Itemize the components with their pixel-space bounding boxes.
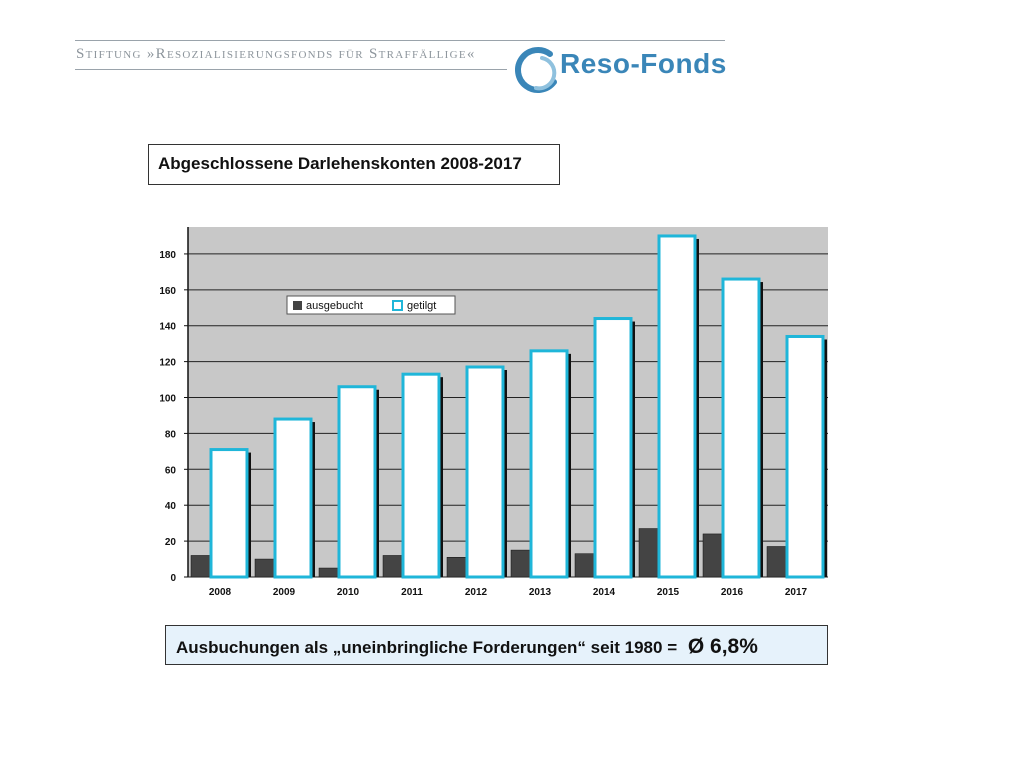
x-tick-label: 2014 <box>593 587 616 598</box>
bar-chart: 0 20 40 60 80 100 120 140 160 180 2008 2009 2010 2011… <box>159 227 828 598</box>
bar-getilgt-2011 <box>401 372 441 579</box>
writeoff-summary-box: Ausbuchungen als „uneinbringliche Forder… <box>165 625 828 665</box>
bar-ausgebucht-2010 <box>318 567 339 578</box>
x-tick-label: 2008 <box>209 587 232 598</box>
y-tick-label: 60 <box>165 465 177 476</box>
writeoff-average: Ø 6,8% <box>687 635 758 658</box>
bar-ausgebucht-2014 <box>574 553 595 578</box>
logo-wordmark: Reso-Fonds <box>560 48 727 79</box>
legend-swatch-getilgt <box>392 300 403 311</box>
y-tick-label: 100 <box>159 394 176 405</box>
y-tick-label: 140 <box>159 322 176 333</box>
x-tick-label: 2013 <box>529 587 552 598</box>
y-tick-label: 180 <box>159 250 176 261</box>
x-tick-label: 2012 <box>465 587 488 598</box>
legend-box <box>286 295 456 315</box>
bar-ausgebucht-2009 <box>254 558 275 578</box>
bar-getilgt-2010 <box>337 385 377 579</box>
y-tick-label: 160 <box>159 286 176 297</box>
x-tick-label: 2009 <box>273 587 296 598</box>
bar-ausgebucht-2011 <box>382 555 403 578</box>
foundation-name: Stiftung »Resozialisierungsfonds für Str… <box>76 46 476 62</box>
x-tick-label: 2011 <box>401 587 423 598</box>
header-rule-lower <box>75 69 507 70</box>
writeoff-summary-text: Ausbuchungen als „uneinbringliche Forder… <box>176 638 682 657</box>
y-tick-label: 120 <box>159 358 176 369</box>
bar-getilgt-2016 <box>721 277 761 579</box>
bar-getilgt-2014 <box>593 317 633 579</box>
bar-ausgebucht-2013 <box>510 549 531 578</box>
bar-ausgebucht-2017 <box>766 546 787 578</box>
bar-getilgt-2015 <box>657 234 697 579</box>
legend-swatch-ausgebucht <box>293 301 302 310</box>
bar-getilgt-2009 <box>273 417 313 579</box>
chart-title: Abgeschlossene Darlehenskonten 2008-2017 <box>158 154 522 173</box>
x-tick-label: 2010 <box>337 587 360 598</box>
header-rule <box>75 40 725 41</box>
legend-label-ausgebucht: ausgebucht <box>306 300 363 312</box>
bar-getilgt-2017 <box>785 334 825 579</box>
bar-ausgebucht-2016 <box>702 533 723 578</box>
bar-getilgt-2008 <box>209 448 249 579</box>
bar-ausgebucht-2008 <box>190 555 211 578</box>
x-tick-label: 2015 <box>657 587 680 598</box>
reso-fonds-logo <box>515 47 557 93</box>
y-tick-label: 40 <box>165 501 177 512</box>
x-tick-label: 2016 <box>721 587 744 598</box>
x-tick-label: 2017 <box>785 587 808 598</box>
bar-ausgebucht-2012 <box>446 557 467 578</box>
bar-getilgt-2013 <box>529 349 569 579</box>
y-tick-label: 0 <box>170 573 176 584</box>
bar-getilgt-2012 <box>465 365 505 579</box>
y-tick-label: 80 <box>165 429 177 440</box>
bar-ausgebucht-2015 <box>638 528 659 578</box>
legend-label-getilgt: getilgt <box>407 300 436 312</box>
y-tick-label: 20 <box>165 537 177 548</box>
chart-title-box: Abgeschlossene Darlehenskonten 2008-2017 <box>148 144 560 185</box>
